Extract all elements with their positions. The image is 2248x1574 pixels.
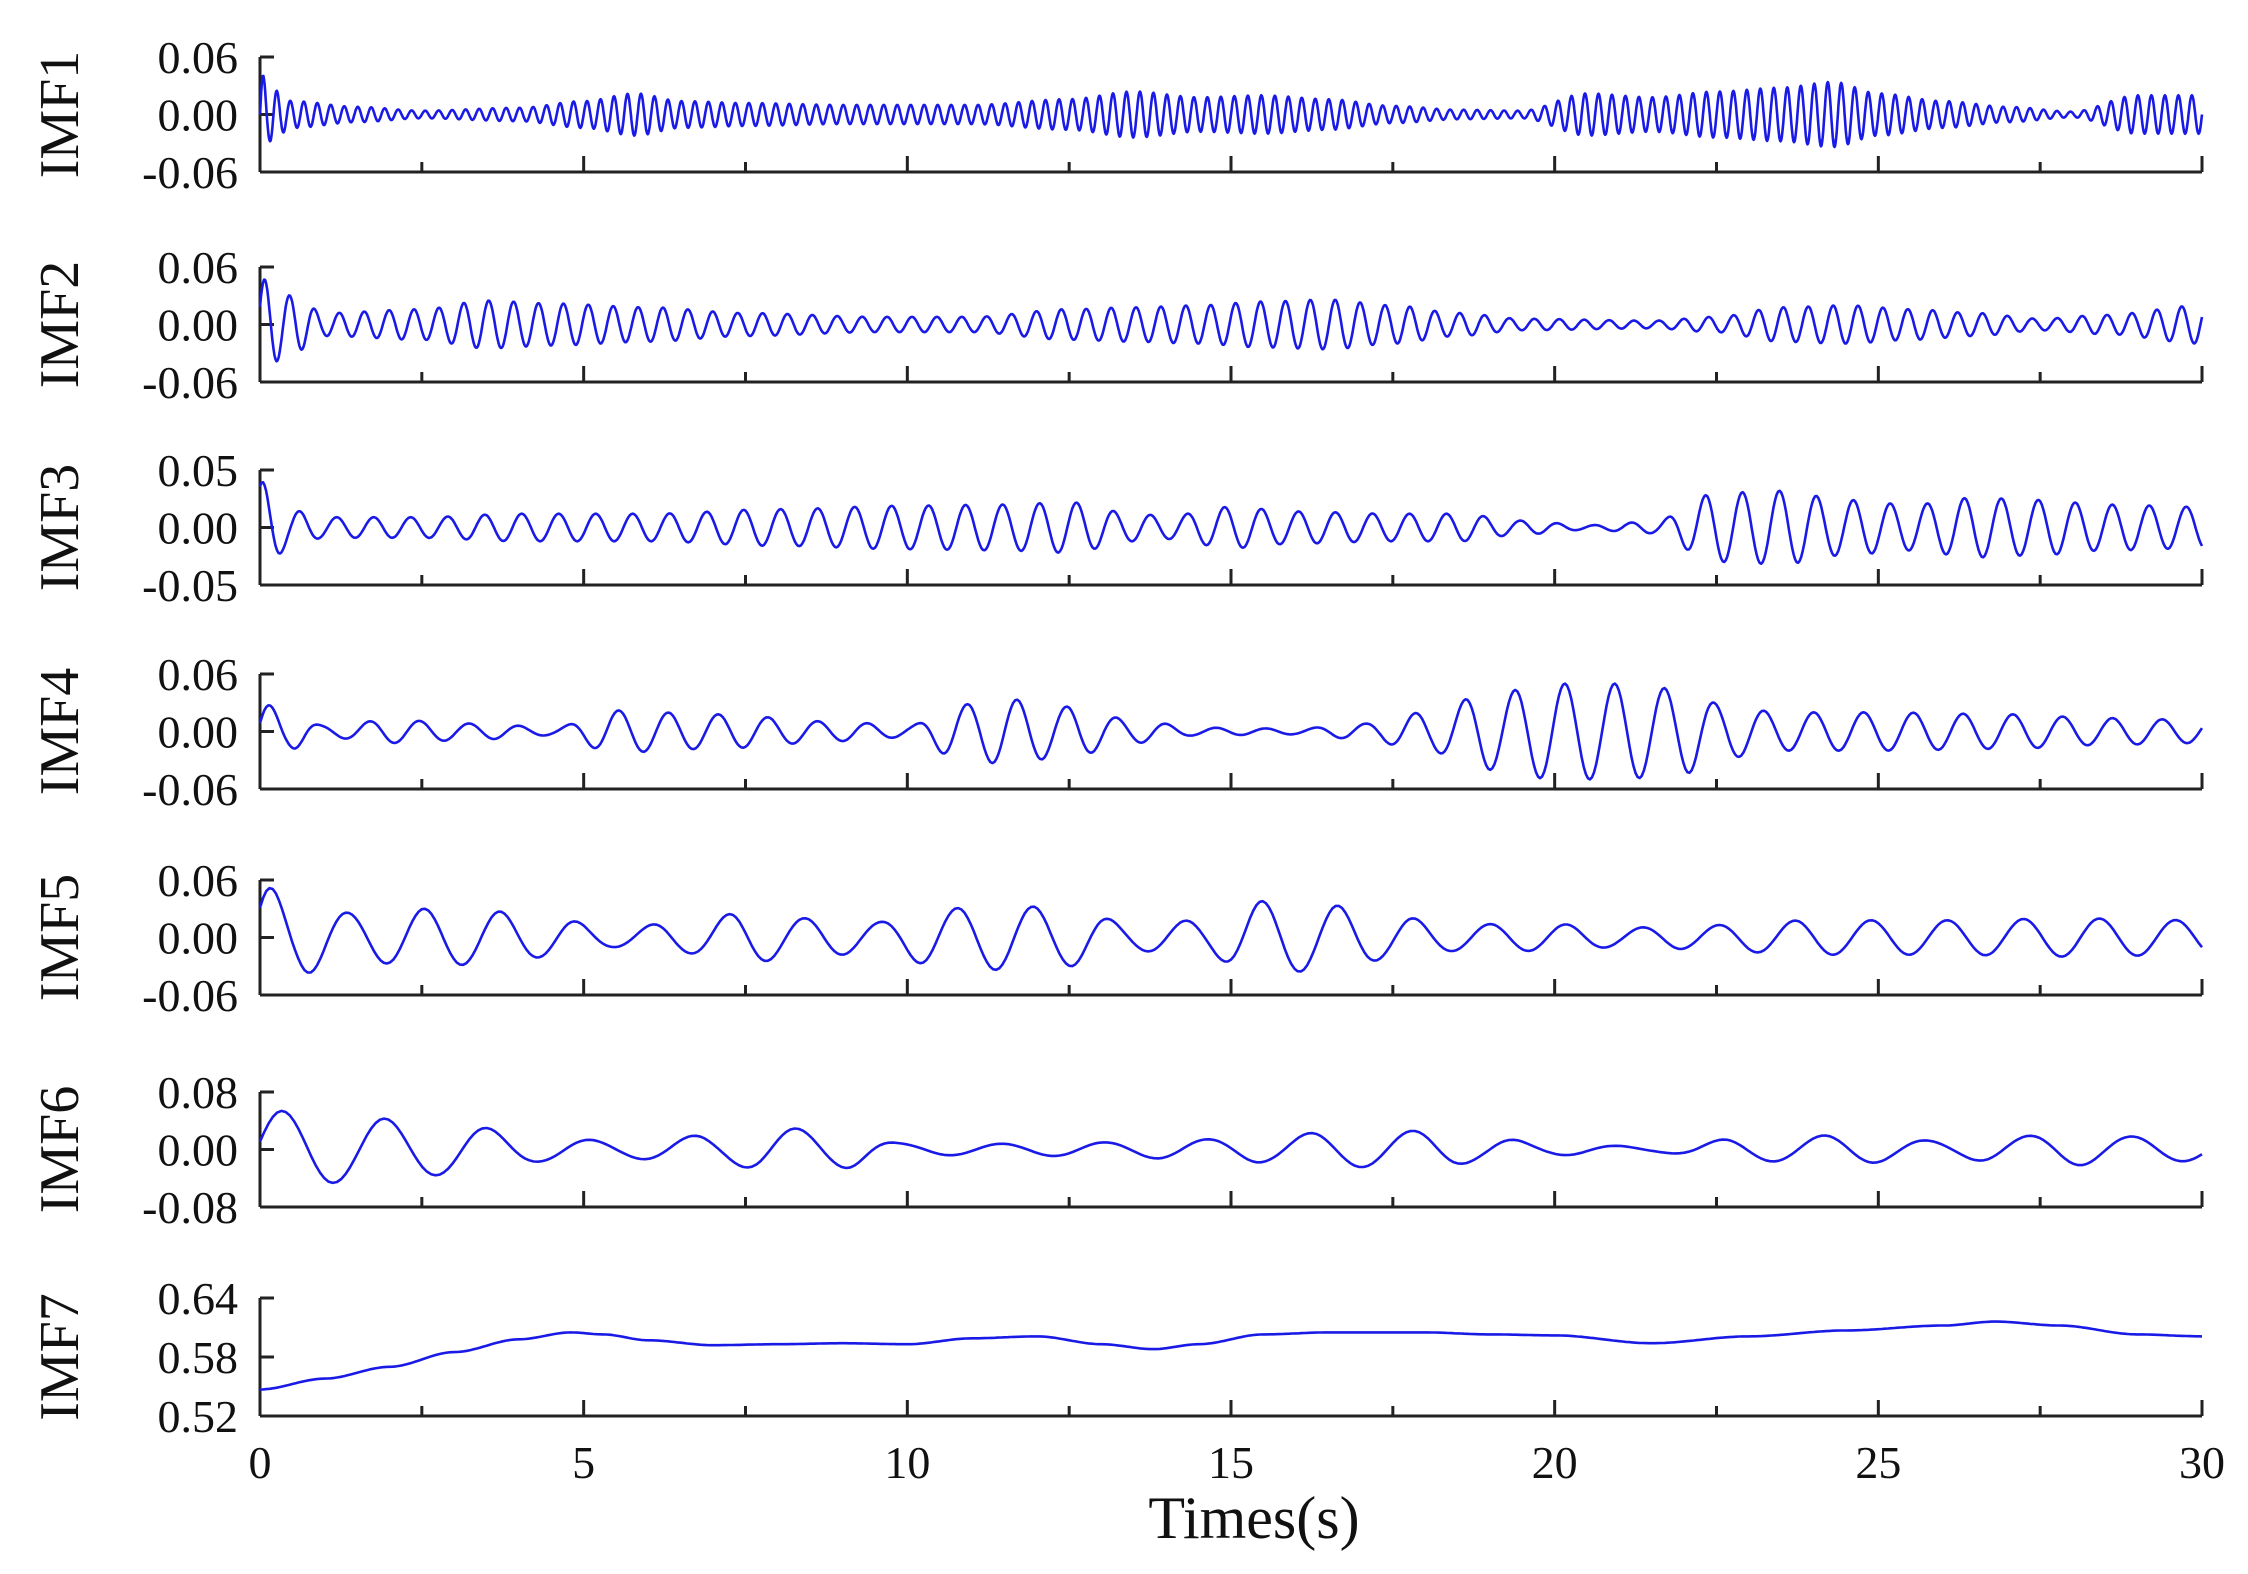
y-tick-label: 0.06 <box>158 855 239 906</box>
y-tick-label: 0.00 <box>158 503 239 554</box>
panel-label: IMF7 <box>29 1293 91 1421</box>
y-tick-label: -0.05 <box>142 560 238 611</box>
imf-panels: 0.060.00-0.06IMF10.060.00-0.06IMF20.050.… <box>29 32 2204 1442</box>
panel-imf1: 0.06 0.00 -0.06 IMF1 <box>29 32 2204 198</box>
y-tick-label: 0.52 <box>158 1391 239 1442</box>
x-tick-label: 10 <box>884 1437 930 1488</box>
y-tick-label: 0.06 <box>158 649 239 700</box>
series-line-imf5 <box>258 886 2204 974</box>
panel-label: IMF5 <box>29 874 91 1002</box>
panel-imf4: 0.06 0.00 -0.06 IMF4 <box>29 649 2204 815</box>
y-tick-label: 0.06 <box>158 242 239 293</box>
y-tick-label: 0.00 <box>158 913 239 964</box>
x-tick-label: 0 <box>249 1437 272 1488</box>
series-line-imf3 <box>258 481 2204 565</box>
y-tick-label: 0.06 <box>158 32 239 83</box>
x-tick-label: 25 <box>1855 1437 1901 1488</box>
y-tick-label: 0.58 <box>158 1332 239 1383</box>
panel-imf7: 0.64 0.58 0.52 IMF7 <box>29 1273 2204 1442</box>
y-tick-label: 0.05 <box>158 445 239 496</box>
y-tick-label: 0.00 <box>158 90 239 141</box>
y-tick-label: 0.00 <box>158 707 239 758</box>
y-tick-label: -0.08 <box>142 1182 238 1233</box>
y-tick-label: -0.06 <box>142 357 238 408</box>
x-axis-label: Times(s) <box>1148 1485 1359 1551</box>
panel-imf3: 0.05 0.00 -0.05 IMF3 <box>29 445 2204 611</box>
x-tick-label: 15 <box>1208 1437 1254 1488</box>
y-tick-label: 0.08 <box>158 1067 239 1118</box>
x-tick-label: 20 <box>1532 1437 1578 1488</box>
y-tick-label: -0.06 <box>142 970 238 1021</box>
panel-label: IMF3 <box>29 464 91 592</box>
y-tick-label: 0.64 <box>158 1273 239 1324</box>
y-tick-label: 0.00 <box>158 1125 239 1176</box>
panel-label: IMF6 <box>29 1086 91 1214</box>
series-line-imf2 <box>258 278 2204 363</box>
series-line-imf7 <box>259 1320 2203 1391</box>
y-tick-label: -0.06 <box>142 764 238 815</box>
panel-imf6: 0.08 0.00 -0.08 IMF6 <box>29 1067 2204 1233</box>
panel-imf2: 0.06 0.00 -0.06 IMF2 <box>29 242 2204 408</box>
x-axis: 0 5 10 15 20 25 30 <box>249 1437 2226 1488</box>
y-tick-label: -0.06 <box>142 147 238 198</box>
series-line-imf4 <box>258 682 2204 781</box>
series-line-imf6 <box>258 1109 2203 1185</box>
panel-label: IMF1 <box>29 51 91 179</box>
y-tick-label: 0.00 <box>158 300 239 351</box>
panel-label: IMF4 <box>29 668 91 796</box>
series-line-imf1 <box>258 74 2204 149</box>
panel-imf5: 0.06 0.00 -0.06 IMF5 <box>29 855 2204 1021</box>
panel-label: IMF2 <box>29 261 91 389</box>
x-tick-label: 5 <box>572 1437 595 1488</box>
x-tick-label: 30 <box>2179 1437 2225 1488</box>
